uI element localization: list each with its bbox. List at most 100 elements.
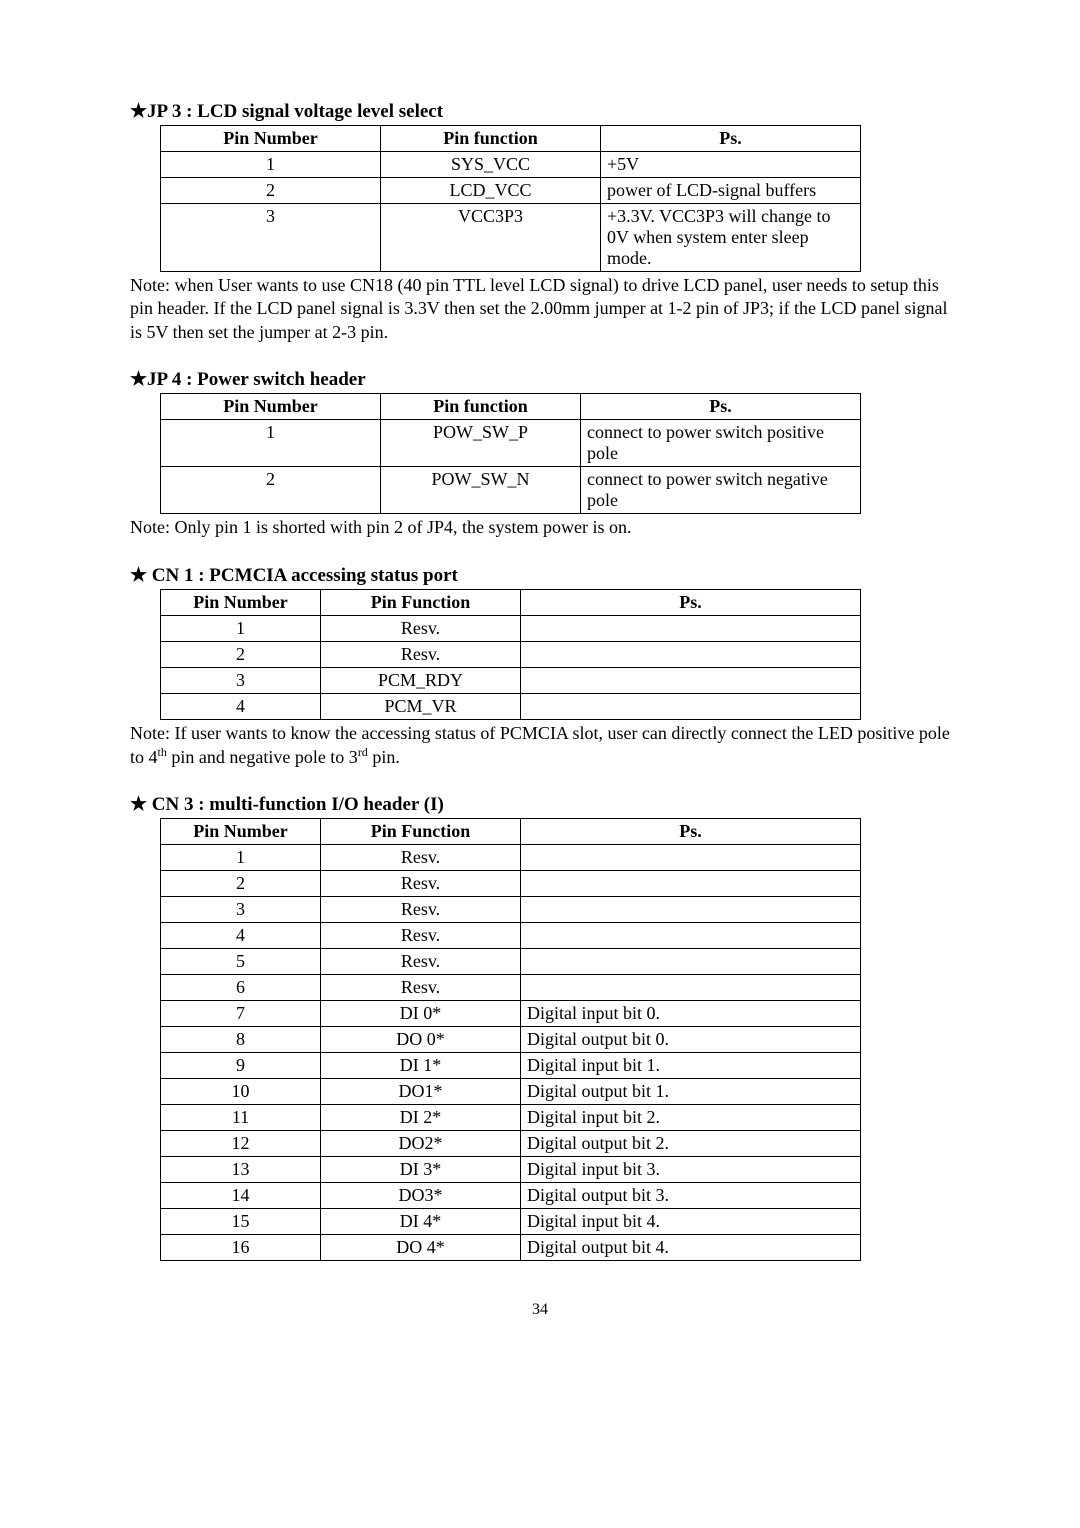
table-cell: 1 <box>161 152 381 178</box>
table-cell: 1 <box>161 845 321 871</box>
table-cell <box>521 897 861 923</box>
table-cell: 10 <box>161 1079 321 1105</box>
table-row: 2LCD_VCCpower of LCD-signal buffers <box>161 178 861 204</box>
table-cell: Digital output bit 2. <box>521 1131 861 1157</box>
table-cell: 1 <box>161 420 381 467</box>
table-cell: Resv. <box>321 615 521 641</box>
table-row: 2POW_SW_Nconnect to power switch negativ… <box>161 467 861 514</box>
table-cell <box>521 845 861 871</box>
table-cell: Digital input bit 3. <box>521 1157 861 1183</box>
section-note: Note: If user wants to know the accessin… <box>130 722 950 770</box>
table-cell: 14 <box>161 1183 321 1209</box>
table-header-row: Pin NumberPin functionPs. <box>161 126 861 152</box>
table-row: 10DO1*Digital output bit 1. <box>161 1079 861 1105</box>
table-cell: 12 <box>161 1131 321 1157</box>
table-cell <box>521 871 861 897</box>
table-row: 13DI 3*Digital input bit 3. <box>161 1157 861 1183</box>
table-header-cell: Pin function <box>381 394 581 420</box>
table-cell: SYS_VCC <box>381 152 601 178</box>
table-cell: Digital output bit 3. <box>521 1183 861 1209</box>
table-row: 7DI 0*Digital input bit 0. <box>161 1001 861 1027</box>
page-number: 34 <box>130 1301 950 1319</box>
table-cell <box>521 923 861 949</box>
pin-table: Pin NumberPin functionPs.1SYS_VCC+5V2LCD… <box>160 125 861 272</box>
table-header-row: Pin NumberPin functionPs. <box>161 394 861 420</box>
table-header-cell: Ps. <box>581 394 861 420</box>
table-header-row: Pin NumberPin FunctionPs. <box>161 819 861 845</box>
table-cell: 2 <box>161 641 321 667</box>
table-cell: LCD_VCC <box>381 178 601 204</box>
table-row: 4Resv. <box>161 923 861 949</box>
pin-table: Pin NumberPin FunctionPs.1Resv.2Resv.3Re… <box>160 818 861 1261</box>
table-header-cell: Ps. <box>521 819 861 845</box>
table-cell: 11 <box>161 1105 321 1131</box>
table-cell: connect to power switch positive pole <box>581 420 861 467</box>
table-cell: PCM_VR <box>321 693 521 719</box>
table-cell: Digital input bit 2. <box>521 1105 861 1131</box>
table-cell: 16 <box>161 1235 321 1261</box>
table-row: 1Resv. <box>161 845 861 871</box>
table-cell: 8 <box>161 1027 321 1053</box>
table-cell: 4 <box>161 693 321 719</box>
table-row: 2Resv. <box>161 641 861 667</box>
table-cell: 2 <box>161 871 321 897</box>
table-cell <box>521 615 861 641</box>
table-cell: connect to power switch negative pole <box>581 467 861 514</box>
table-cell: DO 4* <box>321 1235 521 1261</box>
table-cell: Resv. <box>321 949 521 975</box>
table-cell: 1 <box>161 615 321 641</box>
table-cell: DO3* <box>321 1183 521 1209</box>
table-cell: 3 <box>161 204 381 272</box>
table-cell: POW_SW_N <box>381 467 581 514</box>
table-cell: Digital input bit 1. <box>521 1053 861 1079</box>
table-row: 5Resv. <box>161 949 861 975</box>
table-row: 16DO 4*Digital output bit 4. <box>161 1235 861 1261</box>
section-note: Note: when User wants to use CN18 (40 pi… <box>130 274 950 344</box>
table-cell: 9 <box>161 1053 321 1079</box>
table-header-cell: Pin Number <box>161 819 321 845</box>
table-cell <box>521 641 861 667</box>
table-cell: 15 <box>161 1209 321 1235</box>
table-cell: DO2* <box>321 1131 521 1157</box>
section: ★JP 4 : Power switch header Pin NumberPin… <box>130 368 950 539</box>
table-cell: PCM_RDY <box>321 667 521 693</box>
table-cell: Digital output bit 0. <box>521 1027 861 1053</box>
table-cell: 6 <box>161 975 321 1001</box>
table-cell: Resv. <box>321 975 521 1001</box>
table-cell: Resv. <box>321 923 521 949</box>
table-cell: 2 <box>161 178 381 204</box>
table-cell: Digital output bit 4. <box>521 1235 861 1261</box>
table-cell: 13 <box>161 1157 321 1183</box>
table-header-cell: Ps. <box>521 589 861 615</box>
table-header-cell: Ps. <box>601 126 861 152</box>
table-header-cell: Pin Number <box>161 394 381 420</box>
section-title: ★ CN 3 : multi-function I/O header (I) <box>130 793 950 816</box>
section: ★ CN 3 : multi-function I/O header (I) Pi… <box>130 793 950 1261</box>
table-cell <box>521 975 861 1001</box>
table-cell: Resv. <box>321 845 521 871</box>
table-cell: POW_SW_P <box>381 420 581 467</box>
table-row: 14DO3*Digital output bit 3. <box>161 1183 861 1209</box>
table-cell <box>521 667 861 693</box>
table-cell: VCC3P3 <box>381 204 601 272</box>
table-row: 1Resv. <box>161 615 861 641</box>
section-note: Note: Only pin 1 is shorted with pin 2 o… <box>130 516 950 539</box>
table-cell <box>521 693 861 719</box>
table-cell: DI 2* <box>321 1105 521 1131</box>
table-cell: Resv. <box>321 897 521 923</box>
table-row: 3Resv. <box>161 897 861 923</box>
table-cell: Resv. <box>321 871 521 897</box>
table-cell: DO1* <box>321 1079 521 1105</box>
table-cell: 2 <box>161 467 381 514</box>
table-cell: 3 <box>161 897 321 923</box>
table-cell: DI 1* <box>321 1053 521 1079</box>
table-cell: Digital input bit 0. <box>521 1001 861 1027</box>
table-row: 15DI 4*Digital input bit 4. <box>161 1209 861 1235</box>
pin-table: Pin NumberPin functionPs.1POW_SW_Pconnec… <box>160 393 861 514</box>
table-row: 3PCM_RDY <box>161 667 861 693</box>
table-row: 11DI 2*Digital input bit 2. <box>161 1105 861 1131</box>
section-title: ★JP 4 : Power switch header <box>130 368 950 391</box>
table-cell: Digital output bit 1. <box>521 1079 861 1105</box>
table-header-row: Pin NumberPin FunctionPs. <box>161 589 861 615</box>
table-row: 12DO2*Digital output bit 2. <box>161 1131 861 1157</box>
